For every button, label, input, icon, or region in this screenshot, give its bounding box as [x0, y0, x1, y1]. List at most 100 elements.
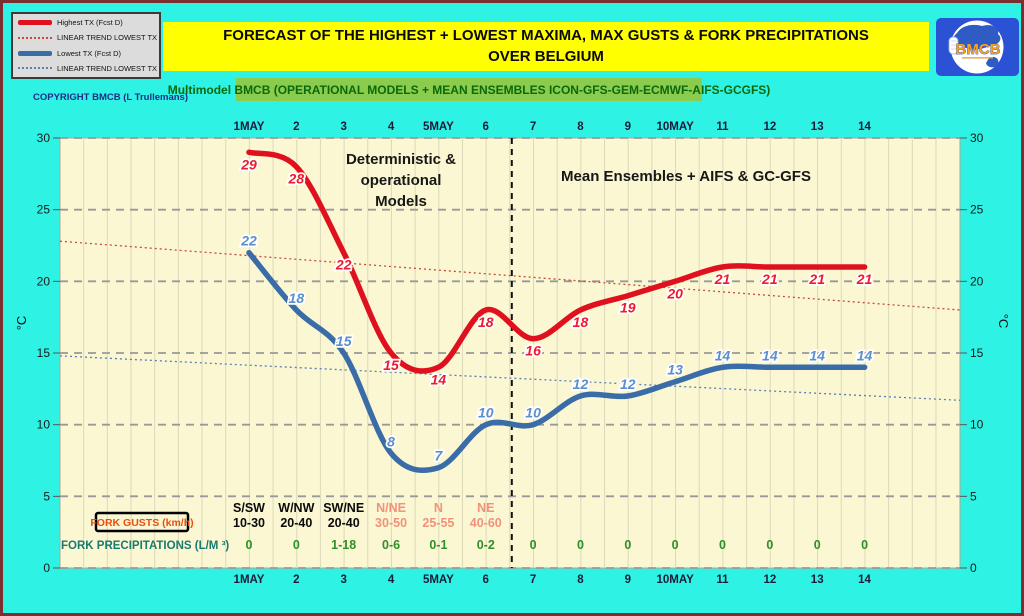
gust-direction: NE — [477, 501, 494, 515]
x-axis-label-top: 3 — [340, 121, 346, 133]
x-axis-label-bottom: 12 — [763, 574, 776, 586]
lowest-tx-value-label: 15 — [336, 333, 352, 349]
highest-tx-curve — [246, 149, 868, 374]
x-axis-label-bottom: 1MAY — [234, 574, 265, 586]
x-axis-label-bottom: 5MAY — [423, 574, 454, 586]
x-axis-label-bottom: 2 — [293, 574, 299, 586]
x-axis-label-bottom: 3 — [340, 574, 346, 586]
precipitation-value: 0-1 — [429, 538, 447, 552]
legend-item-linear-trend-red: LINEAR TREND LOWEST TX — [18, 33, 158, 43]
x-axis-label-top: 2 — [293, 121, 299, 133]
y-axis-tick-label-left: 30 — [37, 131, 51, 145]
x-axis-label-top: 13 — [811, 121, 824, 133]
highest-tx-value-label: 21 — [808, 271, 825, 287]
y-axis-tick-label-left: 15 — [37, 346, 51, 360]
fork-precipitations-label: FORK PRECIPITATIONS (L/M ³) — [61, 540, 229, 552]
fork-gusts-box — [94, 511, 190, 533]
copyright-text: COPYRIGHT BMCB (L Trullemans) — [33, 92, 189, 103]
annotation-text: Mean Ensembles + AIFS & GC-GFS — [561, 168, 811, 185]
x-axis-label-top: 11 — [716, 121, 729, 133]
lowest-tx-value-label: 14 — [857, 347, 873, 363]
subtitle-banner: Multimodel BMCB (OPERATIONAL MODELS + ME… — [168, 78, 770, 101]
highest-tx-line-swatch — [18, 20, 52, 25]
x-axis-label-top: 14 — [858, 121, 871, 133]
lowest-tx-value-label: 13 — [667, 362, 683, 378]
precipitation-value: 0 — [672, 538, 679, 552]
y-axis-tick-label-right: 5 — [970, 489, 977, 503]
precipitation-value: 0 — [719, 538, 726, 552]
y-axis-tick-label-right: 15 — [970, 346, 984, 360]
y-axis-title-left: °C — [14, 316, 29, 331]
highest-tx-value-label: 18 — [478, 314, 494, 330]
lowest-tx-value-label: 18 — [289, 290, 305, 306]
lowest-tx-value-label: 10 — [478, 405, 494, 421]
y-axis-title-right: °C — [996, 314, 1011, 329]
lowest-tx-value-label: 12 — [573, 376, 589, 392]
legend-label: LINEAR TREND LOWEST TX — [57, 63, 158, 73]
precipitation-value: 0 — [814, 538, 821, 552]
highest-tx-value-label: 14 — [431, 371, 447, 387]
highest-tx-value-label: 18 — [573, 314, 589, 330]
legend-label: Highest TX (Fcst D) — [57, 18, 123, 27]
gust-range: 20-40 — [280, 516, 312, 530]
gust-range: 30-50 — [375, 516, 407, 530]
x-axis-label-bottom: 13 — [811, 574, 824, 586]
y-axis-tick-label-right: 20 — [970, 274, 984, 288]
gust-direction: S/SW — [233, 501, 265, 515]
legend-item-linear-trend-blue: LINEAR TREND LOWEST TX — [18, 63, 158, 73]
annotation-text: operational — [361, 172, 442, 189]
gust-range: 10-30 — [233, 516, 265, 530]
x-axis-label-bottom: 8 — [577, 574, 584, 586]
x-axis-label-top: 9 — [625, 121, 631, 133]
chart-title-banner: FORECAST OF THE HIGHEST + LOWEST MAXIMA,… — [163, 22, 929, 71]
y-axis-tick-label-right: 10 — [970, 418, 984, 432]
gust-range: 25-55 — [422, 516, 454, 530]
highest-tx-value-label: 20 — [666, 285, 683, 301]
y-axis-tick-label-right: 0 — [970, 561, 977, 575]
trend-line-red — [59, 240, 961, 311]
lowest-tx-value-label: 14 — [809, 347, 825, 363]
precipitation-value: 0 — [530, 538, 537, 552]
highest-tx-value-label: 22 — [335, 257, 352, 273]
y-axis-tick-label-left: 25 — [37, 203, 51, 217]
x-axis-label-bottom: 9 — [625, 574, 631, 586]
x-axis-label-top: 4 — [388, 121, 395, 133]
lowest-tx-value-label: 14 — [762, 347, 778, 363]
lowest-tx-value-label: 22 — [240, 233, 257, 249]
x-axis-label-bottom: 11 — [716, 574, 729, 586]
y-axis-tick-label-left: 0 — [43, 561, 50, 575]
precipitation-value: 0 — [766, 538, 773, 552]
y-axis-tick-label-left: 10 — [37, 418, 51, 432]
gust-direction: W/NW — [278, 501, 314, 515]
gust-direction: N/NE — [376, 501, 406, 515]
trend-line-blue — [59, 355, 961, 401]
x-axis-label-top: 8 — [577, 121, 584, 133]
annotation-text: Deterministic & — [346, 151, 456, 168]
lowest-tx-value-label: 14 — [715, 347, 731, 363]
lowest-tx-curve — [246, 249, 868, 473]
y-axis-tick-label-right: 25 — [970, 203, 984, 217]
lowest-tx-value-label: 10 — [525, 405, 541, 421]
highest-tx-value-label: 29 — [240, 156, 257, 172]
precipitation-value: 0 — [624, 538, 631, 552]
x-axis-label-bottom: 10MAY — [657, 574, 695, 586]
legend-box: Highest TX (Fcst D) LINEAR TREND LOWEST … — [11, 12, 161, 79]
precipitation-value: 0 — [246, 538, 253, 552]
y-axis-tick-label-left: 5 — [43, 489, 50, 503]
legend-label: LINEAR TREND LOWEST TX — [57, 33, 158, 43]
fork-gusts-label: FORK GUSTS (km/h) — [90, 517, 193, 529]
logo-text: BMCB — [956, 41, 1001, 58]
precipitation-value: 0-6 — [382, 538, 400, 552]
precipitation-value: 0-2 — [477, 538, 495, 552]
x-axis-label-top: 6 — [483, 121, 489, 133]
lowest-tx-value-label: 12 — [620, 376, 636, 392]
lowest-tx-value-label: 7 — [435, 448, 444, 464]
annotation-text: Models — [375, 193, 427, 210]
highest-tx-value-label: 21 — [761, 271, 778, 287]
legend-item-lowest-tx: Lowest TX (Fcst D) — [18, 49, 154, 58]
gust-direction: N — [434, 501, 443, 515]
precipitation-value: 0 — [861, 538, 868, 552]
legend-label: Lowest TX (Fcst D) — [57, 48, 122, 58]
gust-range: 20-40 — [328, 516, 360, 530]
